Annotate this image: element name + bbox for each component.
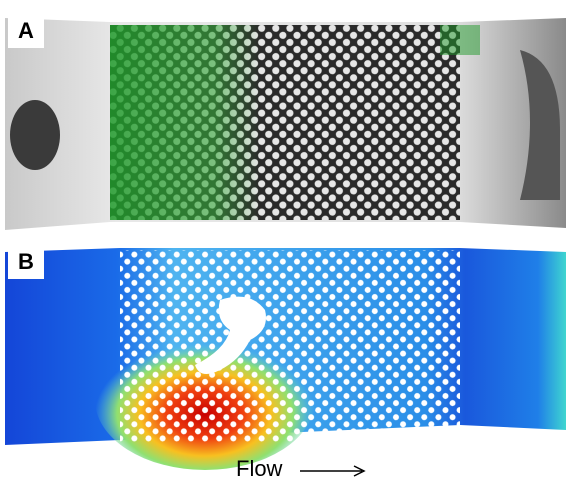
dark-region xyxy=(10,100,60,170)
pillar-array xyxy=(120,250,460,442)
flow-arrowhead xyxy=(353,465,366,477)
dark-region xyxy=(520,50,560,200)
label-box xyxy=(8,245,44,279)
panel-label: A xyxy=(18,18,34,43)
fluorescence xyxy=(440,25,480,55)
fluorescence xyxy=(110,25,260,220)
void xyxy=(195,296,266,374)
label-box xyxy=(8,14,44,48)
panel-b: B xyxy=(5,245,566,470)
panel-a: A xyxy=(5,14,566,230)
panel-label: B xyxy=(18,249,34,274)
flow-label: Flow xyxy=(236,456,283,481)
